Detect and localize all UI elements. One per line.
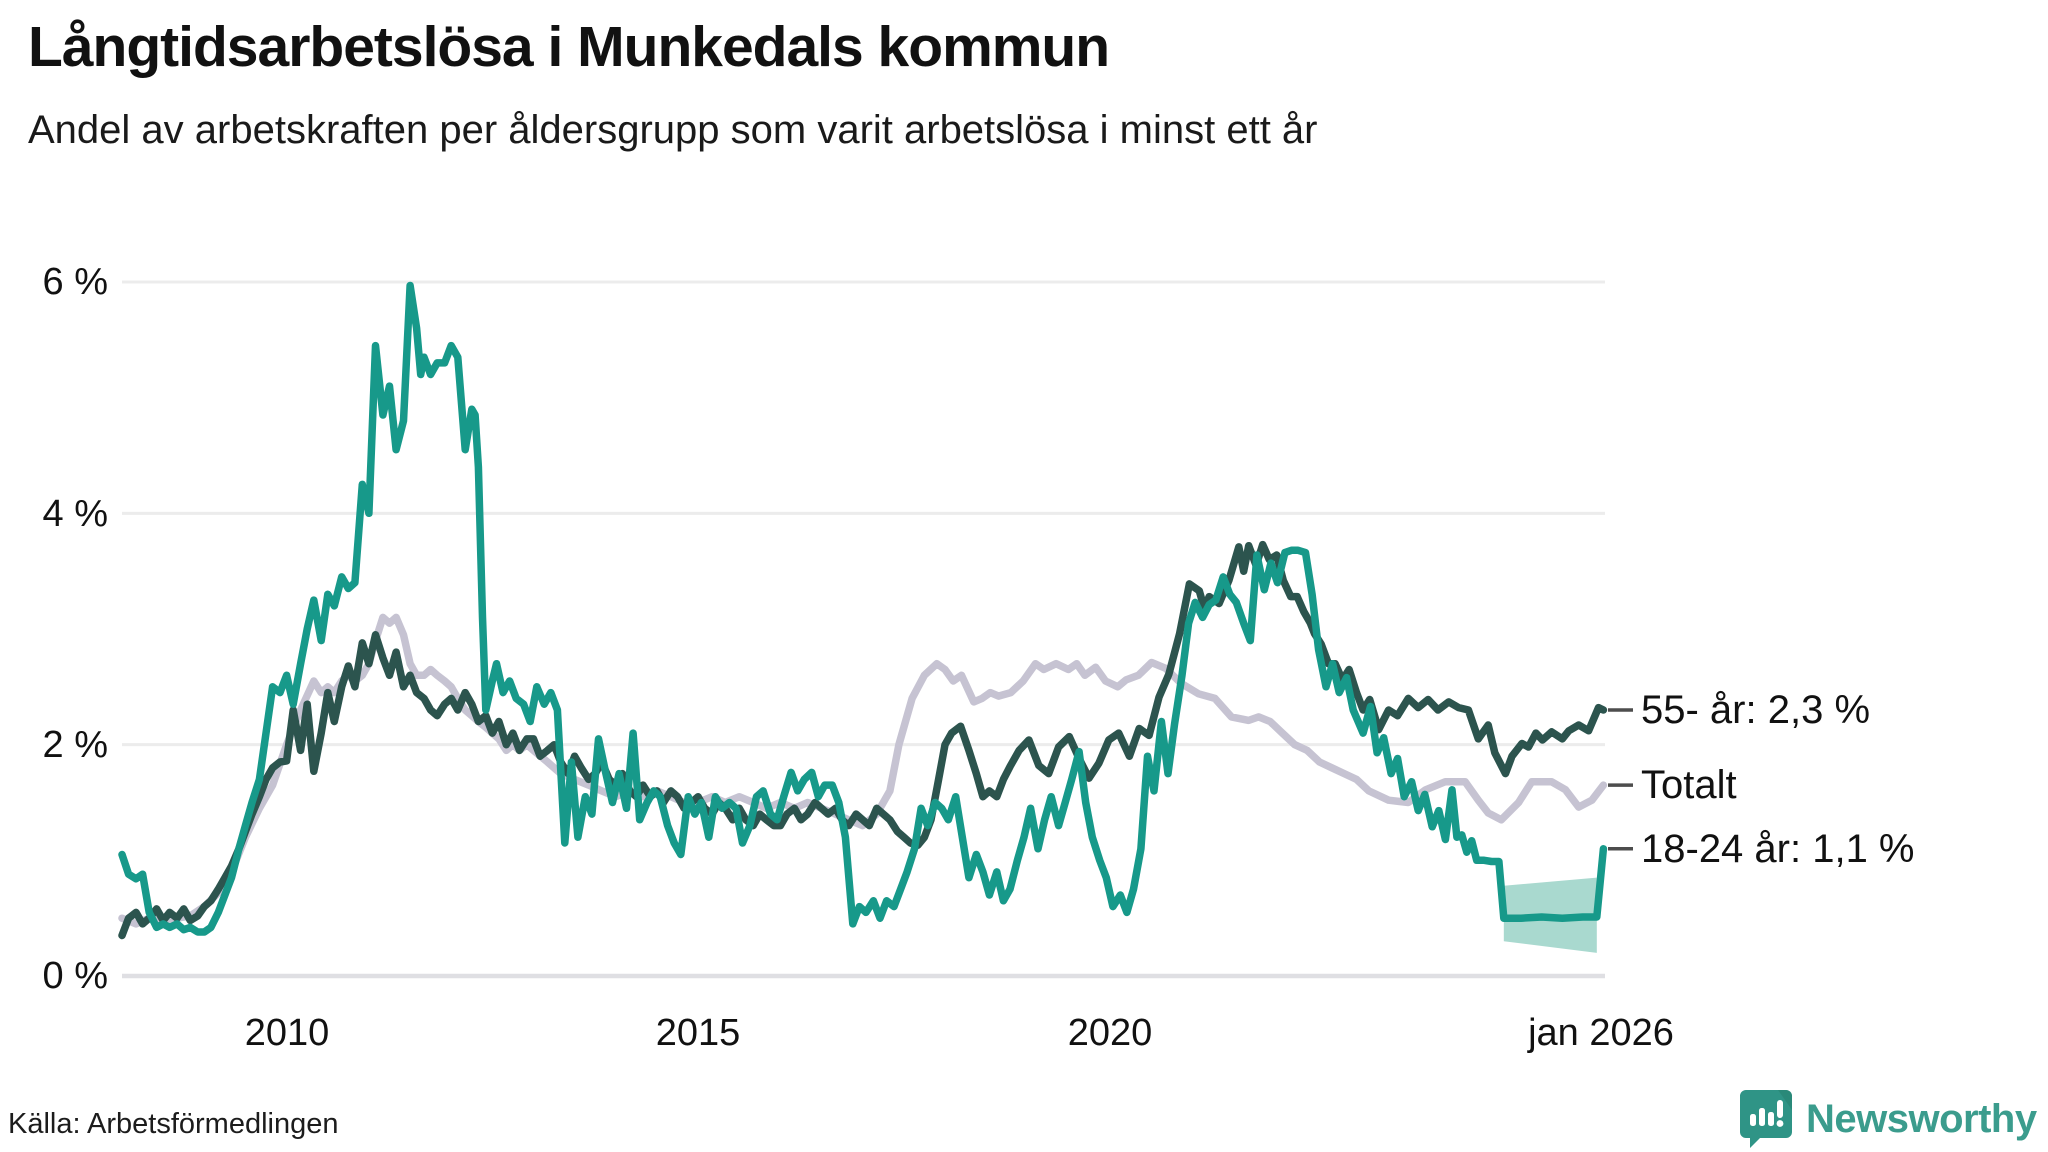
x-tick-label-2015: 2015 <box>655 1012 741 1054</box>
chart-title: Långtidsarbetslösa i Munkedals kommun <box>28 15 1110 79</box>
x-tick-label-2020: 2020 <box>1067 1012 1153 1054</box>
y-tick-label-2: 2 % <box>42 724 108 766</box>
y-tick-label-4: 4 % <box>42 493 108 535</box>
series-label-55: 55- år: 2,3 % <box>1641 688 1871 732</box>
newsworthy-icon <box>1740 1090 1792 1148</box>
y-tick-label-0: 0 % <box>42 955 108 997</box>
newsworthy-logo[interactable]: Newsworthy <box>1738 1088 2037 1150</box>
chart-subtitle: Andel av arbetskraften per åldersgrupp s… <box>28 108 1318 152</box>
series-line-totalt <box>118 613 1608 928</box>
series-label-totalt: Totalt <box>1641 763 1737 807</box>
x-tick-label-jan-2026: jan 2026 <box>1528 1012 1674 1054</box>
x-tick-label-2010: 2010 <box>244 1012 330 1054</box>
series-line-18-24-r <box>118 281 1608 936</box>
series-label-18-24: 18-24 år: 1,1 % <box>1641 827 1915 871</box>
y-tick-label-6: 6 % <box>42 261 108 303</box>
source-note: Källa: Arbetsförmedlingen <box>8 1108 339 1140</box>
newsworthy-logo-text: Newsworthy <box>1806 1096 2037 1141</box>
